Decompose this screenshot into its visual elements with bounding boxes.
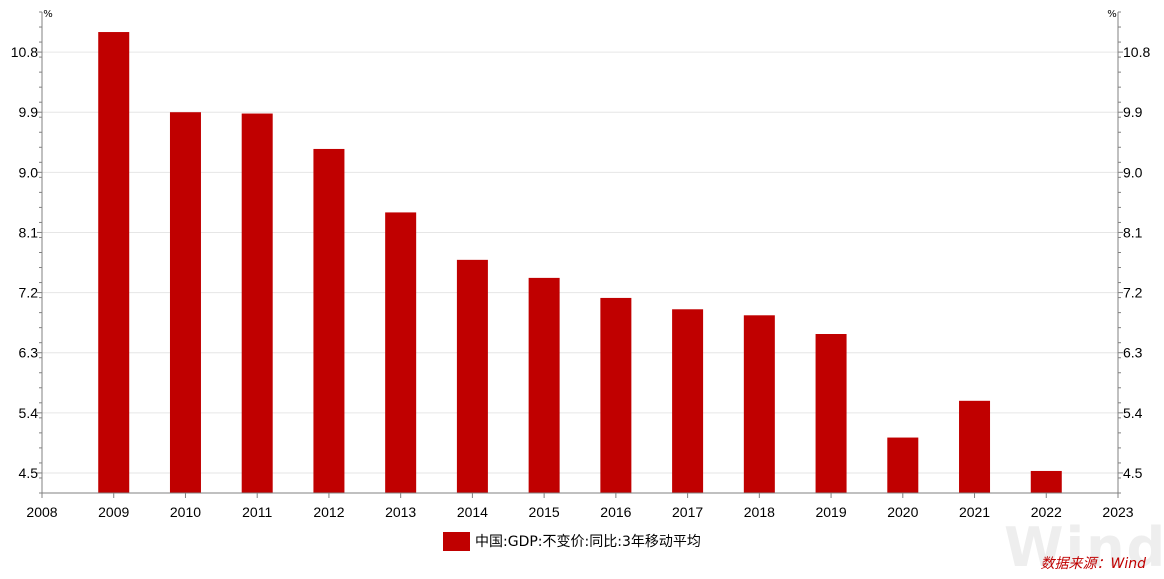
y-unit-left: % xyxy=(43,9,53,20)
x-tick-label: 2016 xyxy=(600,504,631,520)
legend: 中国:GDP:不变价:同比:3年移动平均 xyxy=(443,531,701,551)
y-unit-right: % xyxy=(1107,9,1117,20)
axis-labels: % % 4.5 4.5 5.4 5.4 6.3 6.3 7.2 7.2 8.1 8.1 9.0 9.0… xyxy=(11,9,1151,520)
x-tick-label: 2020 xyxy=(887,504,918,520)
bar-2013 xyxy=(385,212,417,493)
x-tick-label: 2018 xyxy=(744,504,775,520)
x-tick-label: 2009 xyxy=(98,504,129,520)
bar-2014 xyxy=(456,259,488,493)
bar-2021 xyxy=(959,400,991,493)
x-tick-label: 2015 xyxy=(529,504,560,520)
y-tick-label-left: 9.9 xyxy=(19,104,39,120)
gridlines xyxy=(42,51,1118,474)
y-tick-label-right: 4.5 xyxy=(1123,465,1143,481)
bar-2019 xyxy=(815,334,847,493)
y-tick-label-right: 10.8 xyxy=(1123,44,1150,60)
bar-2010 xyxy=(169,112,201,493)
watermark: Wind xyxy=(1004,516,1164,579)
bar-2017 xyxy=(672,309,704,493)
y-tick-label-right: 9.0 xyxy=(1123,164,1143,180)
y-tick-label-right: 5.4 xyxy=(1123,405,1143,421)
x-tick-label: 2010 xyxy=(170,504,201,520)
bar-2018 xyxy=(743,315,775,493)
axis-ticks xyxy=(37,11,1123,498)
y-tick-label-left: 5.4 xyxy=(19,405,39,421)
y-tick-label-left: 4.5 xyxy=(19,465,39,481)
x-tick-label: 2017 xyxy=(672,504,703,520)
legend-swatch xyxy=(443,531,470,551)
bar-2011 xyxy=(241,113,273,494)
x-tick-label: 2014 xyxy=(457,504,488,520)
x-tick-label: 2021 xyxy=(959,504,990,520)
bar-2015 xyxy=(528,277,560,493)
bar-2020 xyxy=(887,437,919,493)
x-tick-label: 2011 xyxy=(242,504,272,520)
legend-label: 中国:GDP:不变价:同比:3年移动平均 xyxy=(475,534,701,550)
bar-2012 xyxy=(313,148,345,493)
axes xyxy=(41,12,1119,494)
y-tick-label-left: 8.1 xyxy=(19,224,39,240)
y-tick-label-right: 7.2 xyxy=(1123,285,1143,301)
x-tick-label: 2008 xyxy=(26,504,57,520)
source-note: 数据来源：Wind xyxy=(1041,553,1147,573)
y-tick-label-right: 8.1 xyxy=(1123,224,1143,240)
x-tick-label: 2019 xyxy=(815,504,846,520)
x-tick-label: 2013 xyxy=(385,504,416,520)
y-tick-label-right: 9.9 xyxy=(1123,104,1143,120)
bars xyxy=(98,32,1062,494)
x-tick-label: 2012 xyxy=(313,504,344,520)
y-tick-label-left: 7.2 xyxy=(19,285,39,301)
x-tick-label: 2022 xyxy=(1031,504,1062,520)
y-tick-label-right: 6.3 xyxy=(1123,345,1143,361)
y-tick-label-left: 9.0 xyxy=(19,164,39,180)
bar-2022 xyxy=(1030,470,1062,493)
bar-2009 xyxy=(98,32,130,494)
bar-2016 xyxy=(600,297,632,493)
source-text: 数据来源：Wind xyxy=(1040,556,1147,572)
y-tick-label-left: 6.3 xyxy=(19,345,39,361)
y-tick-label-left: 10.8 xyxy=(11,44,38,60)
x-tick-label: 2023 xyxy=(1102,504,1133,520)
